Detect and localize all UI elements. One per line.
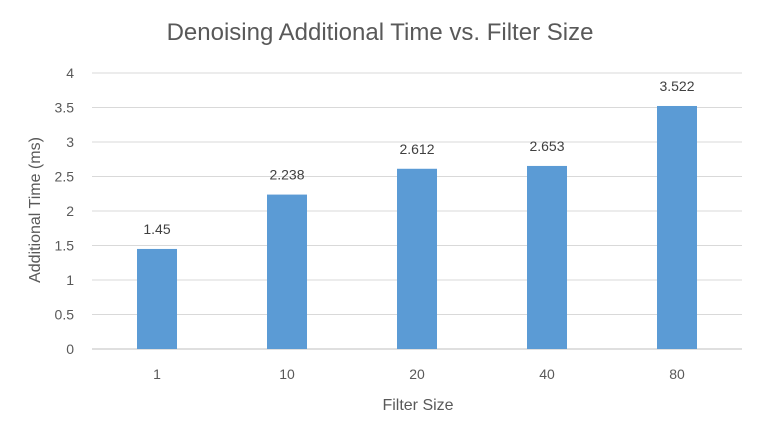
y-tick-label: 2 bbox=[66, 203, 74, 219]
y-tick-label: 1.5 bbox=[55, 238, 75, 254]
x-tick-label: 10 bbox=[279, 366, 295, 382]
y-tick-label: 4 bbox=[66, 65, 74, 81]
bar-10 bbox=[267, 194, 307, 349]
y-tick-label: 2.5 bbox=[55, 169, 75, 185]
y-tick-label: 0.5 bbox=[55, 307, 75, 323]
x-axis-label: Filter Size bbox=[382, 397, 453, 414]
bar-20 bbox=[397, 168, 437, 349]
y-tick-label: 0 bbox=[66, 341, 74, 357]
y-tick-label: 3.5 bbox=[55, 100, 75, 116]
data-label-10: 2.238 bbox=[269, 167, 304, 183]
x-tick-label: 20 bbox=[409, 366, 425, 382]
data-label-40: 2.653 bbox=[529, 138, 564, 154]
data-label-20: 2.612 bbox=[399, 141, 434, 157]
y-axis-ticks: 0 0.5 1 1.5 2 2.5 3 3.5 4 bbox=[55, 65, 75, 357]
y-axis-label: Additional Time (ms) bbox=[27, 137, 44, 283]
bar-80 bbox=[657, 105, 697, 350]
x-tick-label: 1 bbox=[153, 366, 161, 382]
y-tick-label: 3 bbox=[66, 134, 74, 150]
x-axis-ticks: 1 10 20 40 80 bbox=[153, 366, 685, 382]
chart-title: Denoising Additional Time vs. Filter Siz… bbox=[167, 19, 594, 46]
bars bbox=[137, 105, 697, 350]
y-tick-label: 1 bbox=[66, 272, 74, 288]
data-labels: 1.45 2.238 2.612 2.653 3.522 bbox=[143, 78, 694, 237]
data-label-80: 3.522 bbox=[659, 78, 694, 94]
bar-1 bbox=[137, 248, 177, 349]
x-tick-label: 80 bbox=[669, 366, 685, 382]
bar-40 bbox=[527, 165, 567, 349]
data-label-1: 1.45 bbox=[143, 221, 170, 237]
x-tick-label: 40 bbox=[539, 366, 555, 382]
